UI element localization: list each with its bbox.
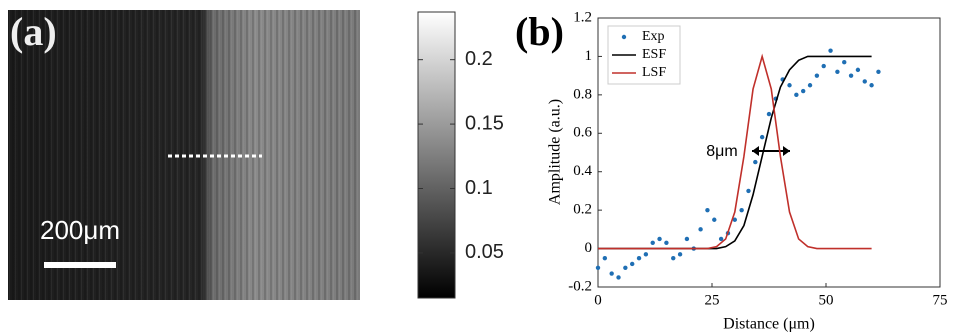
exp-point — [746, 189, 750, 193]
exp-point — [630, 262, 634, 266]
y-axis-label: Amplitude (a.u.) — [547, 99, 564, 205]
exp-point — [609, 271, 613, 275]
exp-point — [651, 241, 655, 245]
exp-point — [685, 237, 689, 241]
exp-point — [828, 48, 832, 52]
x-axis-label: Distance (μm) — [723, 316, 815, 333]
exp-point — [794, 93, 798, 97]
colorbar-tick-label: 0.05 — [465, 241, 504, 263]
colorbar-tick-label: 0.2 — [465, 48, 493, 70]
legend-label: LSF — [642, 65, 666, 80]
exp-point — [657, 237, 661, 241]
y-tick-label: 1.2 — [573, 9, 592, 25]
colorbar-tick-label: 0.1 — [465, 177, 493, 199]
exp-point — [863, 79, 867, 83]
exp-point — [644, 252, 648, 256]
exp-point — [664, 241, 668, 245]
y-tick-label: 0.4 — [573, 163, 592, 179]
panel-a: 200μm (a) 0.05 0.1 0.15 0.2 — [8, 9, 504, 300]
exp-point — [842, 60, 846, 64]
exp-point — [876, 70, 880, 74]
exp-point — [739, 208, 743, 212]
panel-b: (b) Distance (μm) Amplitude (a.u.) 8μm 0… — [515, 9, 948, 333]
exp-point — [801, 89, 805, 93]
exp-point — [869, 83, 873, 87]
exp-point — [767, 112, 771, 116]
y-tick-label: 0.2 — [573, 202, 592, 218]
exp-point — [705, 208, 709, 212]
y-tick-label: -0.2 — [568, 278, 592, 294]
exp-point — [637, 256, 641, 260]
scale-bar-label: 200μm — [40, 215, 120, 245]
x-tick-label: 0 — [594, 292, 602, 308]
legend-label: Exp — [642, 29, 665, 44]
exp-point — [787, 83, 791, 87]
exp-point — [623, 266, 627, 270]
exp-point — [603, 256, 607, 260]
exp-point — [760, 135, 764, 139]
y-tick-label: 1 — [585, 48, 593, 64]
exp-point — [808, 83, 812, 87]
x-tick-label: 25 — [705, 292, 720, 308]
exp-point — [856, 68, 860, 72]
exp-point — [698, 227, 702, 231]
exp-point — [671, 256, 675, 260]
exp-point — [815, 73, 819, 77]
exp-point — [753, 160, 757, 164]
exp-point — [616, 275, 620, 279]
exp-point — [822, 64, 826, 68]
exp-point — [712, 218, 716, 222]
x-tick-label: 50 — [819, 292, 834, 308]
panel-label: (a) — [10, 9, 57, 54]
colorbar-tick-label: 0.15 — [465, 112, 504, 134]
y-tick-label: 0.6 — [573, 125, 592, 141]
annotation: 8μm — [706, 143, 737, 160]
y-tick-label: 0 — [585, 240, 593, 256]
exp-point — [835, 70, 839, 74]
figure: 200μm (a) 0.05 0.1 0.15 0.2 (b) Distance (μ… — [0, 0, 964, 333]
legend-label: ESF — [642, 47, 666, 62]
exp-point — [678, 252, 682, 256]
colorbar — [418, 12, 455, 298]
exp-point — [849, 73, 853, 77]
legend-swatch — [622, 35, 626, 39]
y-tick-label: 0.8 — [573, 86, 592, 102]
x-tick-label: 75 — [933, 292, 948, 308]
panel-label: (b) — [515, 9, 564, 54]
exp-point — [596, 266, 600, 270]
